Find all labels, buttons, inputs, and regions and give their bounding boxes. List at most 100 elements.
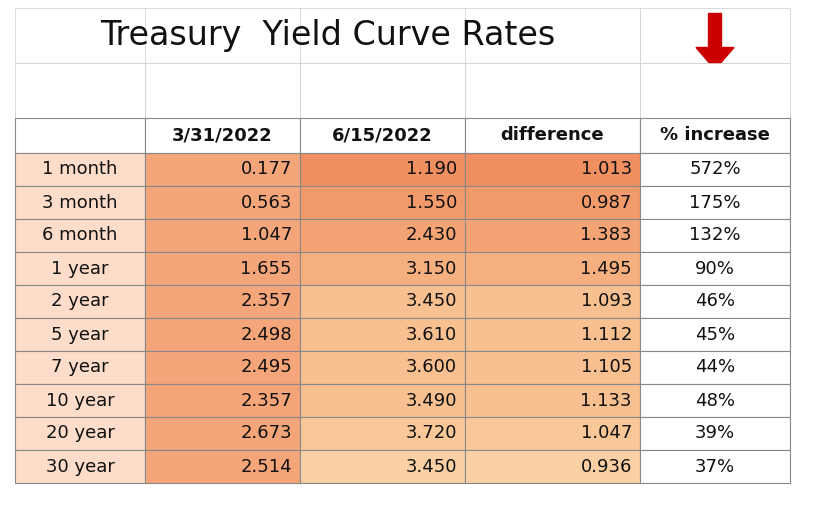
Bar [465,219,640,252]
Bar [300,384,465,417]
Bar [15,417,145,450]
Bar [300,450,465,483]
Text: 3.150: 3.150 [406,260,457,277]
Text: 3.450: 3.450 [406,293,457,310]
Bar [640,318,790,351]
Bar [15,318,145,351]
Text: 3.720: 3.720 [406,425,457,442]
Bar [15,252,145,285]
Bar [300,318,465,351]
Text: 3.490: 3.490 [406,392,457,409]
Bar [145,118,300,153]
Bar [640,219,790,252]
Text: 2.357: 2.357 [240,293,292,310]
Bar [145,186,300,219]
Text: 1.133: 1.133 [580,392,632,409]
Bar [465,318,640,351]
Bar [465,118,640,153]
Text: 30 year: 30 year [45,458,114,475]
Text: 2.673: 2.673 [240,425,292,442]
Text: 3.600: 3.600 [406,359,457,376]
Bar [300,63,465,118]
Bar [15,63,145,118]
Bar [145,252,300,285]
Text: 0.936: 0.936 [580,458,632,475]
Bar [640,8,790,63]
Text: 2.357: 2.357 [240,392,292,409]
Text: difference: difference [501,126,604,144]
Text: 1.495: 1.495 [580,260,632,277]
Text: 39%: 39% [695,425,735,442]
Text: 1.550: 1.550 [406,194,457,211]
Bar [145,63,300,118]
Bar [640,417,790,450]
Bar [300,219,465,252]
Bar [145,384,300,417]
Bar [465,417,640,450]
Bar [15,219,145,252]
Text: 3 month: 3 month [42,194,118,211]
Bar [465,186,640,219]
Text: 44%: 44% [695,359,735,376]
Text: 1.093: 1.093 [580,293,632,310]
Bar [15,8,640,63]
Text: 0.563: 0.563 [240,194,292,211]
Text: 3.450: 3.450 [406,458,457,475]
Bar [15,351,145,384]
Bar [15,118,145,153]
Text: 3.610: 3.610 [406,326,457,343]
Bar [145,417,300,450]
Bar [300,186,465,219]
Text: 3/31/2022: 3/31/2022 [172,126,273,144]
Bar [15,186,145,219]
Text: 7 year: 7 year [51,359,109,376]
Text: 132%: 132% [690,227,741,244]
Bar [300,351,465,384]
Text: 0.177: 0.177 [240,161,292,178]
Bar [15,450,145,483]
Text: 572%: 572% [689,161,741,178]
Bar [465,252,640,285]
Text: 90%: 90% [695,260,735,277]
Text: 0.987: 0.987 [580,194,632,211]
Bar [640,450,790,483]
Bar [465,285,640,318]
Bar [300,252,465,285]
Text: 1.105: 1.105 [580,359,632,376]
Text: 2.514: 2.514 [240,458,292,475]
Text: 1.383: 1.383 [580,227,632,244]
Bar [15,285,145,318]
Text: 6 month: 6 month [42,227,118,244]
Text: 1.655: 1.655 [240,260,292,277]
Bar [300,153,465,186]
Text: 1 month: 1 month [42,161,118,178]
Bar [465,153,640,186]
Text: 6/15/2022: 6/15/2022 [332,126,433,144]
Bar [145,219,300,252]
Bar [300,417,465,450]
Bar [145,351,300,384]
Bar [145,285,300,318]
Bar [300,118,465,153]
Bar [640,63,790,118]
Text: 1.112: 1.112 [580,326,632,343]
Bar [640,384,790,417]
Text: 48%: 48% [695,392,735,409]
Text: % increase: % increase [660,126,770,144]
Bar [465,63,640,118]
Bar [465,351,640,384]
Text: 5 year: 5 year [51,326,109,343]
Text: Treasury  Yield Curve Rates: Treasury Yield Curve Rates [100,19,555,52]
Text: 1.047: 1.047 [580,425,632,442]
Bar [145,153,300,186]
Text: 1 year: 1 year [51,260,108,277]
Text: 2.495: 2.495 [240,359,292,376]
Bar [300,285,465,318]
Text: 175%: 175% [690,194,741,211]
Text: 1.190: 1.190 [406,161,457,178]
Bar [145,318,300,351]
Polygon shape [696,14,734,70]
Text: 2 year: 2 year [51,293,109,310]
Text: 20 year: 20 year [45,425,114,442]
Text: 2.430: 2.430 [406,227,457,244]
